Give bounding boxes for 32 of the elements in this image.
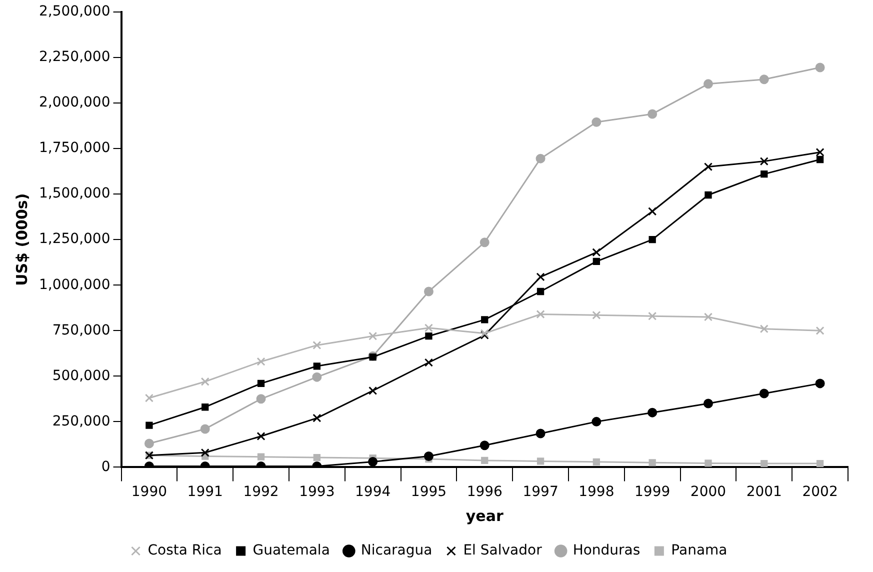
legend-label: El Salvador: [463, 542, 542, 559]
y-tick-label: 1,000,000: [38, 276, 110, 293]
x-tick-label: 1999: [634, 484, 670, 500]
x-tick-label: 1995: [410, 484, 447, 500]
y-tick-label: 2,000,000: [38, 94, 110, 111]
y-tick-label: 2,250,000: [38, 49, 110, 66]
legend-label: Nicaragua: [360, 542, 432, 559]
legend-label: Honduras: [572, 542, 640, 559]
x-tick-label: 1990: [131, 484, 168, 500]
x-axis-title: year: [466, 506, 504, 525]
legend-label: Panama: [671, 542, 728, 559]
legend-label: Guatemala: [252, 542, 330, 559]
x-tick-label: 1994: [355, 484, 391, 500]
y-tick-label: 500,000: [52, 368, 110, 384]
x-tick-label: 1993: [299, 484, 335, 500]
x-tick-label: 2000: [690, 484, 726, 500]
y-tick-label: 1,500,000: [38, 186, 110, 202]
x-tick-label: 2002: [802, 484, 838, 500]
x-tick-label: 1992: [243, 484, 279, 500]
x-tick-label: 1996: [466, 484, 503, 500]
y-tick-label: 0: [101, 458, 110, 475]
x-tick-label: 1997: [522, 484, 558, 500]
legend-label: Costa Rica: [148, 542, 222, 559]
x-tick-label: 2001: [746, 484, 782, 500]
x-tick-label: 1998: [578, 484, 614, 500]
y-tick-label: 750,000: [52, 322, 110, 338]
y-tick-label: 1,750,000: [38, 140, 110, 156]
y-axis-title: US$ (000s): [12, 193, 31, 286]
y-tick-label: 250,000: [52, 413, 110, 430]
x-tick-label: 1991: [187, 484, 223, 500]
y-tick-label: 2,500,000: [38, 4, 110, 20]
y-tick-label: 1,250,000: [38, 231, 110, 248]
